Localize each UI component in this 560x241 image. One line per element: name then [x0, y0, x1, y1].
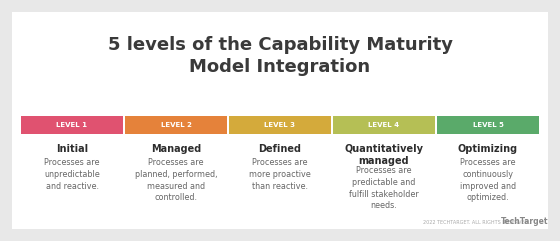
Bar [333, 116, 435, 134]
Bar [229, 116, 331, 134]
Text: Initial: Initial [56, 144, 88, 154]
Bar [21, 116, 123, 134]
Text: LEVEL 5: LEVEL 5 [473, 122, 503, 128]
Bar [125, 116, 227, 134]
Text: Processes are
predictable and
fulfill stakeholder
needs.: Processes are predictable and fulfill st… [349, 166, 419, 210]
Text: Processes are
planned, performed,
measured and
controlled.: Processes are planned, performed, measur… [135, 158, 217, 202]
Text: 5 levels of the Capability Maturity
Model Integration: 5 levels of the Capability Maturity Mode… [108, 36, 452, 76]
Text: Defined: Defined [259, 144, 301, 154]
Text: LEVEL 1: LEVEL 1 [57, 122, 87, 128]
Text: Managed: Managed [151, 144, 201, 154]
Bar [437, 116, 539, 134]
Text: LEVEL 4: LEVEL 4 [368, 122, 400, 128]
Text: 2022 TECHTARGET. ALL RIGHTS RESERVED.: 2022 TECHTARGET. ALL RIGHTS RESERVED. [423, 220, 530, 225]
Text: Processes are
continuously
improved and
optimized.: Processes are continuously improved and … [460, 158, 516, 202]
Text: Processes are
more proactive
than reactive.: Processes are more proactive than reacti… [249, 158, 311, 191]
Text: LEVEL 3: LEVEL 3 [264, 122, 296, 128]
Text: Quantitatively
managed: Quantitatively managed [344, 144, 423, 166]
Text: LEVEL 2: LEVEL 2 [161, 122, 192, 128]
Text: Optimizing: Optimizing [458, 144, 518, 154]
Text: TechTarget: TechTarget [501, 217, 548, 226]
Text: Processes are
unpredictable
and reactive.: Processes are unpredictable and reactive… [44, 158, 100, 191]
